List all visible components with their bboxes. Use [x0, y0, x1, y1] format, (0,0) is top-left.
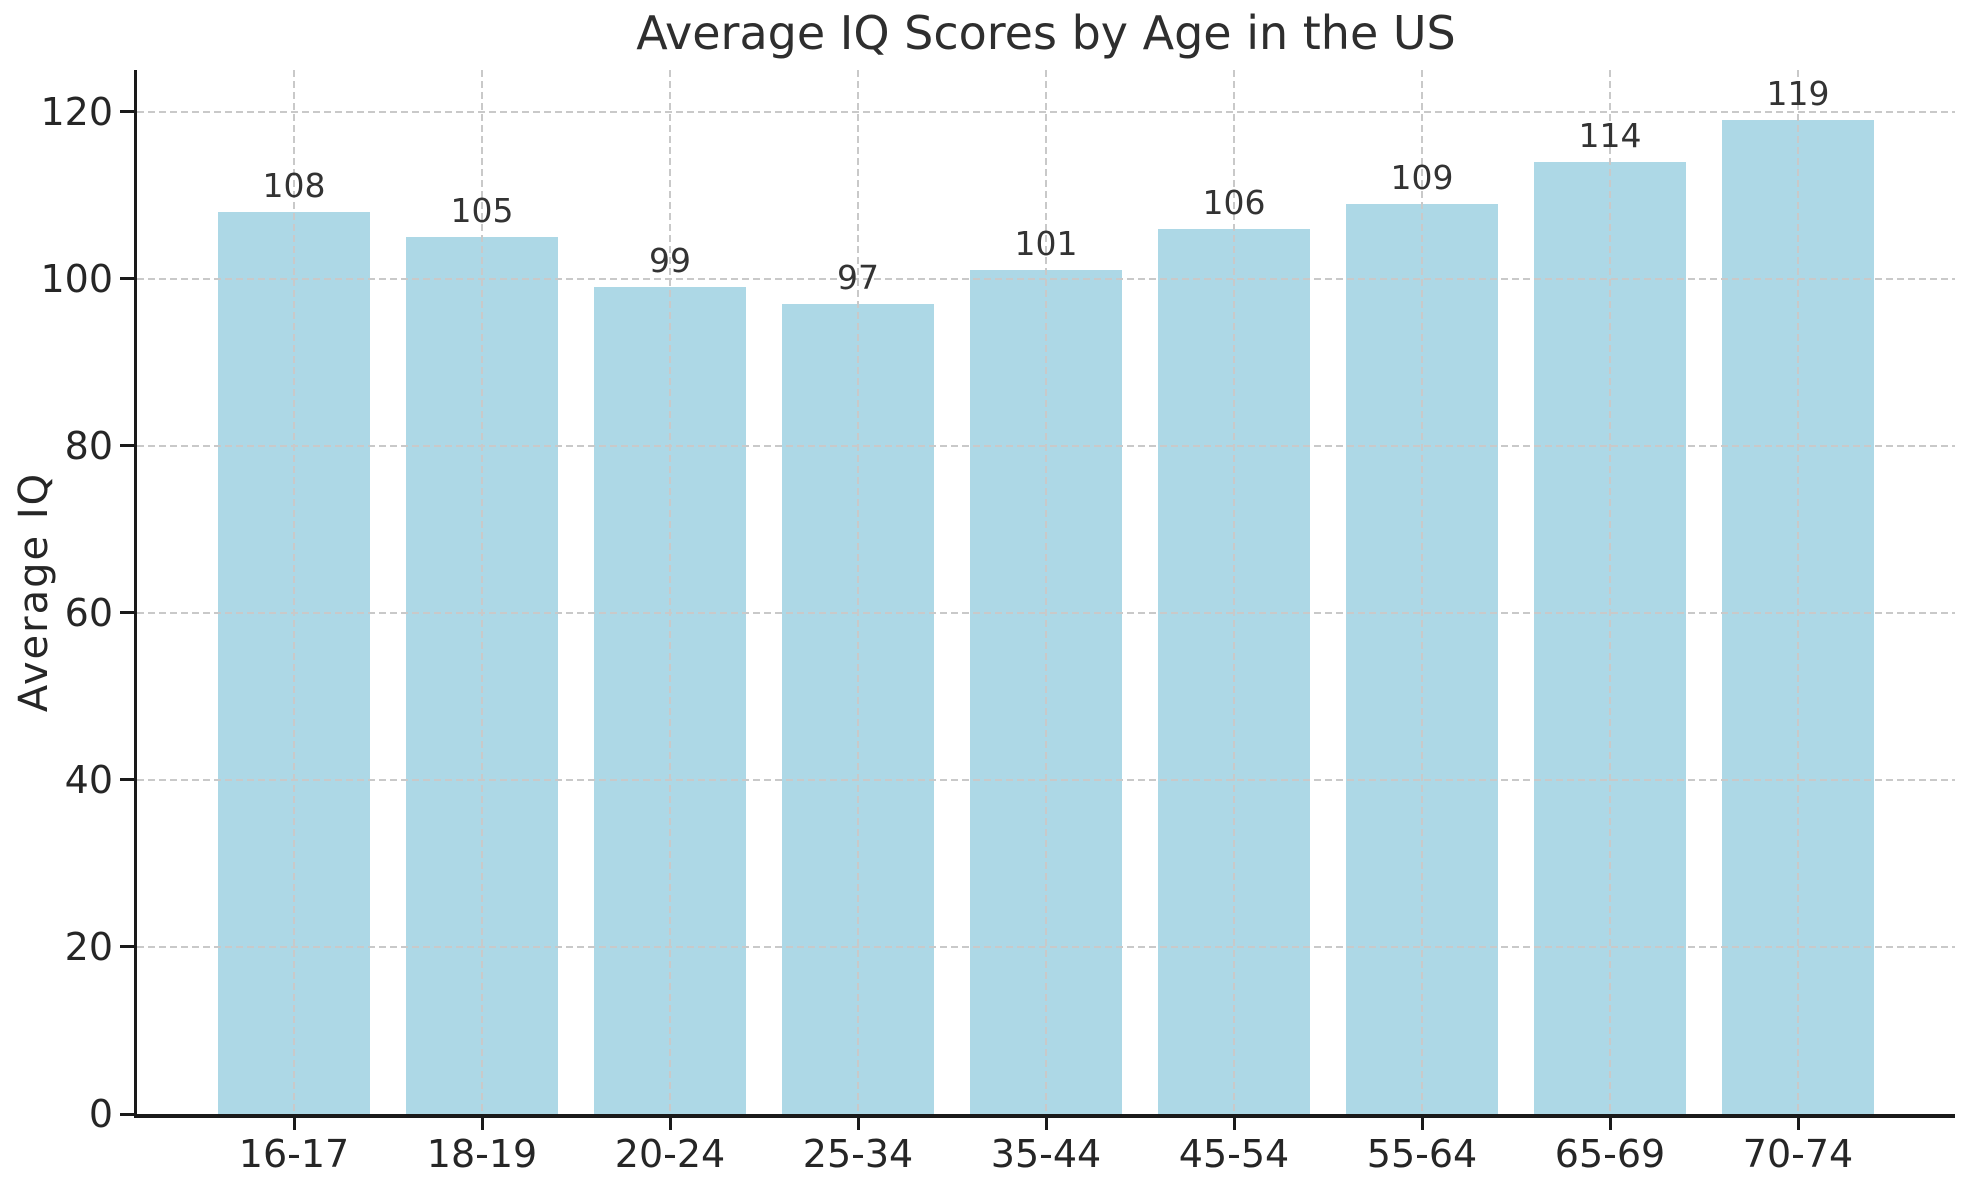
x-tick-label: 35-44: [990, 1132, 1102, 1176]
y-tick-mark: [120, 611, 134, 615]
x-gridline: [1045, 70, 1047, 1114]
x-tick-mark: [1232, 1118, 1236, 1130]
x-gridline: [1233, 70, 1235, 1114]
x-tick-label: 70-74: [1742, 1132, 1854, 1176]
x-axis-spine: [134, 1114, 1955, 1118]
y-tick-mark: [120, 1112, 134, 1116]
bar-value-label: 105: [450, 191, 514, 231]
x-gridline: [669, 70, 671, 1114]
x-tick-label: 20-24: [614, 1132, 726, 1176]
bar-value-label: 97: [837, 257, 879, 297]
bar-value-label: 101: [1014, 224, 1078, 264]
y-tick-label: 40: [64, 757, 113, 802]
y-tick-label: 100: [40, 256, 113, 301]
x-tick-mark: [1796, 1118, 1800, 1130]
x-tick-label: 65-69: [1554, 1132, 1666, 1176]
y-tick-mark: [120, 945, 134, 949]
x-tick-mark: [1420, 1118, 1424, 1130]
y-tick-label: 120: [40, 89, 113, 134]
bar-value-label: 109: [1390, 157, 1454, 197]
y-axis-spine: [134, 70, 137, 1118]
x-tick-mark: [292, 1118, 296, 1130]
y-tick-mark: [120, 778, 134, 782]
x-tick-mark: [480, 1118, 484, 1130]
bar-value-label: 108: [262, 165, 326, 205]
x-tick-label: 45-54: [1178, 1132, 1290, 1176]
x-tick-mark: [668, 1118, 672, 1130]
y-tick-mark: [120, 277, 134, 281]
y-tick-label: 80: [64, 423, 113, 468]
x-gridline: [481, 70, 483, 1114]
x-tick-label: 16-17: [238, 1132, 350, 1176]
y-tick-mark: [120, 110, 134, 114]
x-tick-mark: [1608, 1118, 1612, 1130]
bar-value-label: 114: [1578, 115, 1642, 155]
x-tick-label: 25-34: [802, 1132, 914, 1176]
x-gridline: [293, 70, 295, 1114]
x-tick-mark: [856, 1118, 860, 1130]
x-gridline: [857, 70, 859, 1114]
y-tick-label: 0: [88, 1092, 113, 1136]
y-tick-label: 60: [64, 590, 113, 635]
x-tick-label: 18-19: [426, 1132, 538, 1176]
plot-area: 0 20 40 60 80 100 120 16-17 108 18-19 105 20-24 99 25…: [40, 70, 1955, 1174]
x-gridline: [1797, 70, 1799, 1114]
chart-title: Average IQ Scores by Age in the US: [636, 6, 1456, 60]
bar-value-label: 119: [1766, 74, 1830, 114]
x-gridline: [1421, 70, 1423, 1114]
x-gridline: [1609, 70, 1611, 1114]
x-tick-label: 55-64: [1366, 1132, 1478, 1176]
x-tick-mark: [1044, 1118, 1048, 1130]
bar-value-label: 106: [1202, 182, 1266, 222]
bar-value-label: 99: [649, 241, 691, 281]
y-tick-label: 20: [64, 924, 113, 969]
y-tick-mark: [120, 444, 134, 448]
